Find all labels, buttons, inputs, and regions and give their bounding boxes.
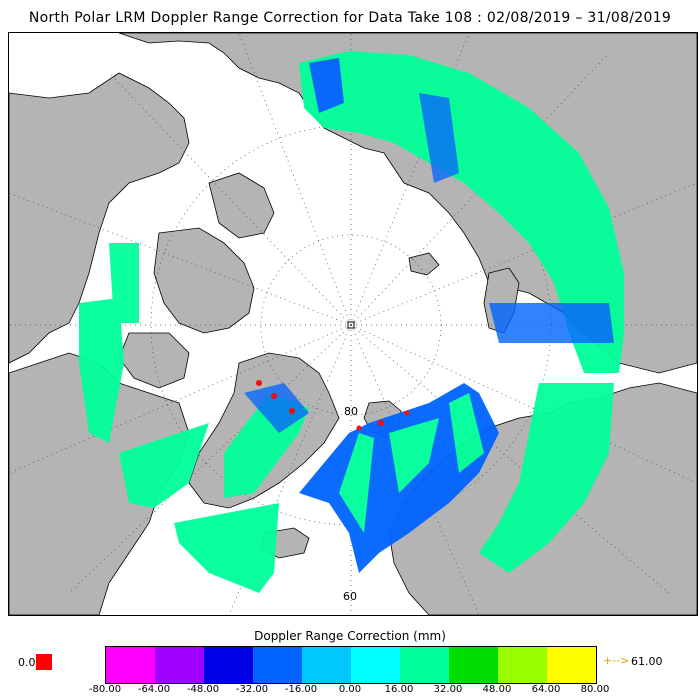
land-archipelago-3 [118,332,190,389]
under-range-value: 0.0 [18,656,36,669]
swath-labrador [119,423,209,508]
chart-title: North Polar LRM Doppler Range Correction… [28,10,672,26]
color-swatch [253,647,302,683]
color-swatch [204,647,253,683]
hotspot [289,408,295,414]
hotspot [356,425,362,431]
color-scale-tick: -48.00 [186,684,220,695]
swath-fan-green-3 [449,393,484,473]
swath-barents [479,383,614,573]
color-scale-tick: -32.00 [235,684,269,695]
swath-beaufort [109,243,139,323]
color-swatch [449,647,498,683]
land-archipelago-2 [208,172,275,239]
color-scale-tick: -80.00 [88,684,122,695]
color-swatch [106,647,155,683]
swath-fan-green-1 [339,433,374,533]
color-scale-tick: 80.00 [580,684,610,695]
color-swatch [351,647,400,683]
color-scale-tick: 48.00 [482,684,512,695]
color-scale-ticks: -80.00 -64.00 -48.00 -32.00 -16.00 0.00 16.00 3… [0,684,700,700]
data-swaths [79,51,624,593]
land-alaska [9,72,190,364]
color-swatch [547,647,596,683]
hotspot [378,420,384,426]
swath-atlantic [174,503,279,593]
hotspot [271,393,277,399]
under-range-swatch [36,654,52,670]
land-franz-josef [408,252,440,276]
color-scale-tick: 64.00 [531,684,561,695]
hotspot [404,410,410,416]
over-range-value: 61.00 [631,655,663,668]
pole-marker [347,321,355,329]
swath-greenland-blue [244,383,309,433]
map-frame: 80 60 [8,32,698,616]
color-scale-tick: 32.00 [433,684,463,695]
swath-kara [489,303,614,343]
color-scale-bar [105,646,597,684]
hotspot [256,380,262,386]
land-archipelago-1 [153,227,255,334]
swath-siberia-blue [309,58,344,113]
color-swatch [400,647,449,683]
lat-label-80: 80 [344,405,358,418]
legend-title: Doppler Range Correction (mm) [254,629,446,643]
map-canvas: 80 60 [9,33,697,615]
swath-siberia [299,51,624,373]
color-swatch [155,647,204,683]
color-swatch [498,647,547,683]
color-scale-tick: -64.00 [137,684,171,695]
color-scale-tick: 0.00 [338,684,362,695]
swath-labrador-2 [79,298,124,443]
over-range-arrow: +--> [603,654,630,667]
color-scale-tick: -16.00 [284,684,318,695]
swath-siberia-blue2 [419,93,459,183]
lat-label-60: 60 [343,590,357,603]
color-scale-tick: 16.00 [384,684,414,695]
swath-fan-green-2 [389,418,439,493]
color-swatch [302,647,351,683]
